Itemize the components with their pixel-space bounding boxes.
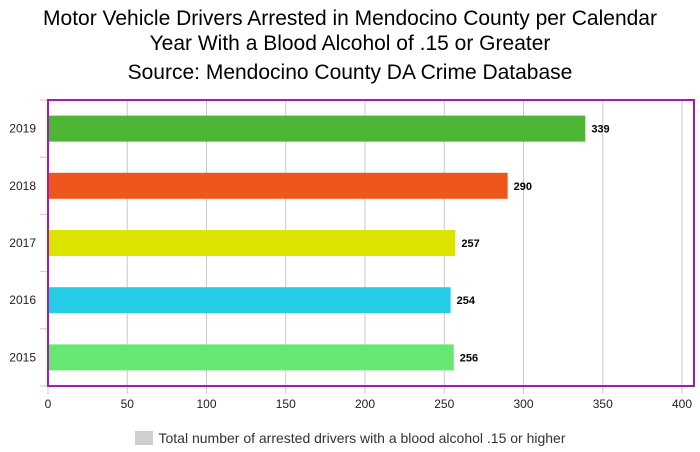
- x-tick-label-350: 350: [593, 397, 613, 411]
- data-label-2018: 290: [514, 181, 532, 193]
- x-tick-label-100: 100: [196, 397, 216, 411]
- data-labels: 339 290 257 254 256: [457, 124, 610, 365]
- bar-2017: [48, 230, 456, 256]
- x-axis-ticks: 0 50 100 150 200 250 300 350 400: [45, 386, 692, 411]
- y-tick-label-2016: 2016: [9, 293, 36, 307]
- plot-border: [47, 99, 695, 387]
- bar-2015: [48, 344, 454, 371]
- x-tick-label-400: 400: [672, 397, 692, 411]
- y-tick-label-2017: 2017: [9, 236, 36, 250]
- legend-label: Total number of arrested drivers with a …: [158, 430, 566, 446]
- x-tick-label-250: 250: [434, 397, 454, 411]
- legend-swatch: [134, 431, 153, 445]
- data-label-2015: 256: [460, 352, 478, 364]
- bar-2019: [48, 115, 586, 142]
- chart-title-line-1: Motor Vehicle Drivers Arrested in Mendoc…: [43, 7, 657, 30]
- chart-title-line-2: Year With a Blood Alcohol of .15 or Grea…: [149, 32, 551, 55]
- x-tick-label-200: 200: [355, 397, 375, 411]
- x-tick-label-150: 150: [276, 397, 296, 411]
- chart-title-line-3: Source: Mendocino County DA Crime Databa…: [127, 61, 573, 84]
- y-axis-ticks: 2019 2018 2017 2016 2015: [9, 99, 48, 387]
- x-tick-label-50: 50: [121, 397, 135, 411]
- y-tick-label-2019: 2019: [9, 122, 36, 136]
- data-label-2016: 254: [457, 295, 476, 307]
- legend: Total number of arrested drivers with a …: [0, 430, 700, 446]
- y-tick-label-2018: 2018: [9, 179, 36, 193]
- data-label-2017: 257: [461, 238, 479, 250]
- bar-2018: [48, 172, 508, 199]
- y-tick-label-2015: 2015: [9, 350, 36, 364]
- x-tick-label-0: 0: [45, 397, 52, 411]
- data-label-2019: 339: [591, 124, 609, 136]
- chart-title: Motor Vehicle Drivers Arrested in Mendoc…: [0, 6, 700, 85]
- x-tick-label-300: 300: [513, 397, 533, 411]
- bar-2016: [48, 287, 451, 314]
- bars: [48, 115, 586, 371]
